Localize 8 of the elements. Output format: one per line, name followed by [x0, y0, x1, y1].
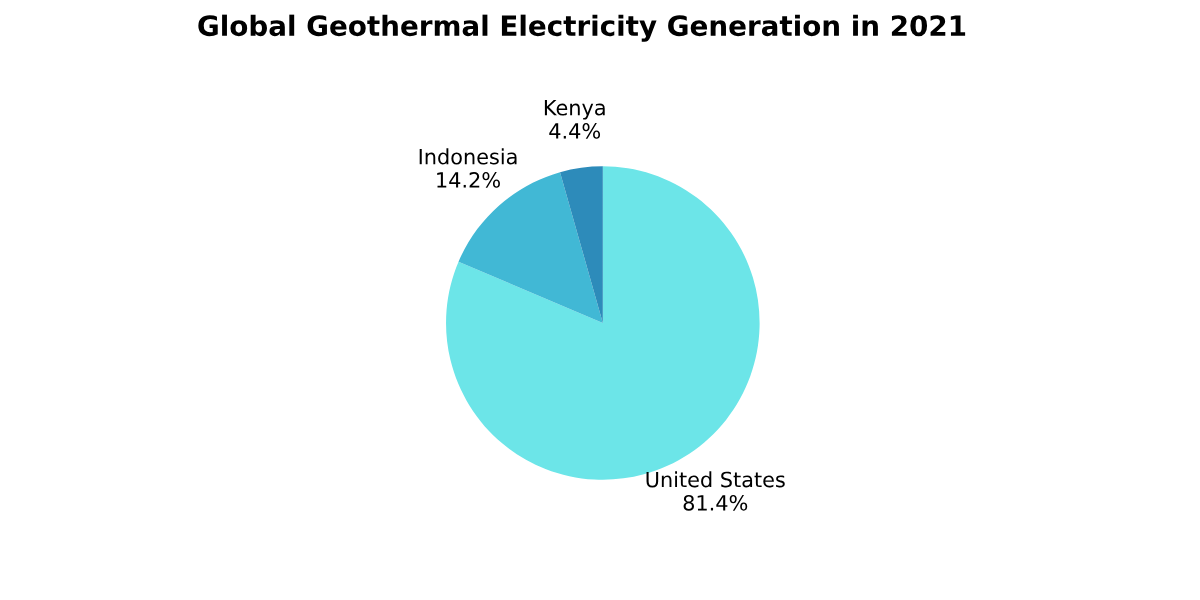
slice-label: Indonesia	[419, 148, 517, 165]
data-label: 81.4%	[683, 494, 748, 511]
pie-slice	[560, 166, 603, 324]
chart-title: Global Geothermal Electricity Generation in 2021	[198, 14, 966, 42]
slice-label: Kenya	[544, 100, 605, 120]
data-label: 4.4%	[549, 123, 601, 139]
slice-label: United States	[646, 471, 785, 488]
data-label: 14.2%	[437, 172, 500, 188]
